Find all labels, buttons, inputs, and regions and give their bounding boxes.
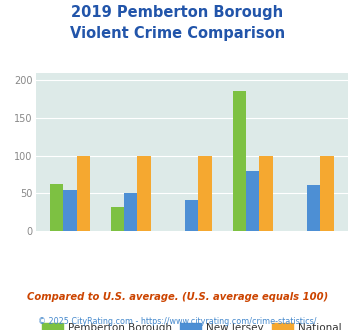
Bar: [246, 171, 260, 231]
Legend: Pemberton Borough, New Jersey, National: Pemberton Borough, New Jersey, National: [38, 318, 346, 330]
Bar: [260, 155, 273, 231]
Bar: [198, 155, 212, 231]
Text: 2019 Pemberton Borough: 2019 Pemberton Borough: [71, 5, 284, 20]
Bar: [77, 155, 90, 231]
Bar: [307, 185, 320, 231]
Bar: [320, 155, 334, 231]
Bar: [233, 91, 246, 231]
Bar: [63, 189, 77, 231]
Bar: [50, 184, 63, 231]
Bar: [124, 193, 137, 231]
Text: © 2025 CityRating.com - https://www.cityrating.com/crime-statistics/: © 2025 CityRating.com - https://www.city…: [38, 317, 317, 326]
Bar: [185, 200, 198, 231]
Bar: [137, 155, 151, 231]
Text: Violent Crime Comparison: Violent Crime Comparison: [70, 26, 285, 41]
Bar: [111, 207, 124, 231]
Text: Compared to U.S. average. (U.S. average equals 100): Compared to U.S. average. (U.S. average …: [27, 292, 328, 302]
